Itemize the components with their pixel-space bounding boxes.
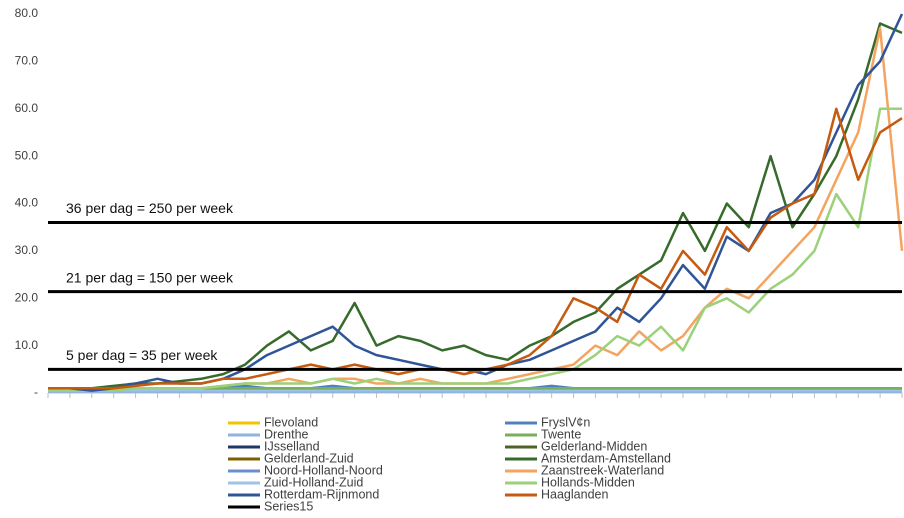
series-line <box>48 22 903 390</box>
y-tick-label: 10.0 <box>15 338 39 352</box>
legend-label: Twente <box>541 427 581 441</box>
legend-label: Zuid-Holland-Zuid <box>264 475 363 489</box>
legend-label: Series15 <box>264 499 313 513</box>
legend-label: Noord-Holland-Noord <box>264 463 383 477</box>
y-tick-label: 40.0 <box>15 196 39 210</box>
y-tick-label: 60.0 <box>15 101 39 115</box>
legend-label: Gelderland-Midden <box>541 439 647 453</box>
legend-label: Gelderland-Zuid <box>264 451 354 465</box>
legend-label: Hollands-Midden <box>541 475 635 489</box>
y-tick-label: 50.0 <box>15 148 39 162</box>
legend-label: Flevoland <box>264 415 318 429</box>
y-tick-label: 30.0 <box>15 243 39 257</box>
y-tick-label: 80.0 <box>15 6 39 20</box>
series-line <box>48 107 903 390</box>
legend-label: FryslV¢n <box>541 415 590 429</box>
legend-label: Drenthe <box>264 427 309 441</box>
legend-label: Zaanstreek-Waterland <box>541 463 664 477</box>
y-tick-label: - <box>34 385 38 399</box>
series-line <box>48 107 902 392</box>
y-tick-label: 70.0 <box>15 54 39 68</box>
y-tick-label: 20.0 <box>15 290 39 304</box>
legend-label: Rotterdam-Rijnmond <box>264 487 379 501</box>
legend-label: Amsterdam-Amstelland <box>541 451 671 465</box>
legend-label: Haaglanden <box>541 487 608 501</box>
legend-label: IJsselland <box>264 439 320 453</box>
threshold-label: 36 per dag = 250 per week <box>66 200 234 216</box>
threshold-label: 21 per dag = 150 per week <box>66 269 234 285</box>
threshold-label: 5 per dag = 35 per week <box>66 347 218 363</box>
